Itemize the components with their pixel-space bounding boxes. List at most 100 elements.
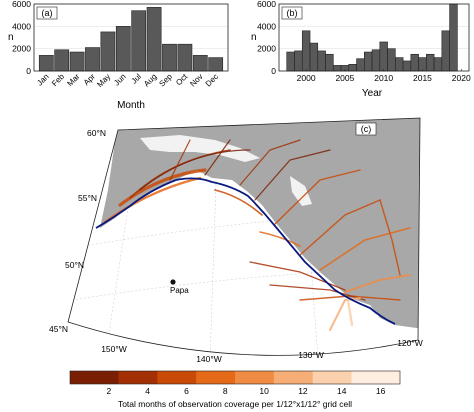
colorbar-cell [351,371,362,384]
bar [426,53,435,72]
coverage-tracks [103,139,411,331]
land-mass [100,118,420,330]
x-tick-label: Mar [65,72,81,88]
bar [332,65,342,72]
x-tick-label: Jun [112,72,127,87]
x-tick-label: Apr [82,72,97,87]
x-tick-labels: 2000 2005 2010 2015 2020 [297,69,471,83]
colorbar-cell [370,371,381,384]
coverage-track [259,231,301,247]
colorbar-cell [157,371,168,384]
colorbar-tick-label: 4 [145,386,150,396]
lon-label-130: 130°W [298,350,324,360]
bar [395,57,404,72]
papa-station: Papa [170,279,189,295]
coverage-track [346,298,354,327]
colorbar-cell [264,371,275,384]
colorbar-cell [118,371,129,384]
x-tick-label: Dec [204,72,220,88]
x-tick-label: Sep [157,72,174,89]
coverage-track [319,227,411,271]
coverage-track [204,139,231,176]
ice-field [140,135,260,162]
colorbar-tick-label: 2 [106,386,111,396]
bar [100,31,116,72]
bar [410,53,419,72]
colorbar-cell [390,371,401,384]
coverage-track [249,261,346,291]
colorbar-cell [137,371,149,384]
colorbar-cell [361,371,372,384]
ice-field-2 [290,176,312,206]
colorbar-cell [79,371,90,384]
bar [38,55,54,72]
colorbar-frame [69,370,401,385]
coverage-track [214,189,263,216]
bar [85,47,100,72]
coverage-track [299,199,381,256]
papa-station-marker [170,279,176,285]
shelf-edge-line [95,177,396,325]
coverage-track [269,284,366,301]
bar [348,64,357,72]
bar-series [286,3,458,72]
x-tick-label: 2015 [413,73,432,83]
plot-frame [33,3,229,72]
panel-label-box [281,6,303,20]
y-axis-label: n [8,32,14,43]
bar [449,3,458,72]
papa-station-label: Papa [170,286,189,295]
bar [192,55,208,72]
plot-frame [278,3,470,72]
bar [301,30,311,72]
colorbar-tick-label: 12 [298,386,308,396]
coverage-track [169,139,191,181]
coverage-track [329,297,361,331]
lon-label-120: 120°W [397,338,423,348]
y-tick-label: 2000 [257,44,276,54]
colorbar-cell [186,371,197,384]
bar [208,57,224,72]
yearly-histogram: 0 2000 4000 6000 2000 2005 2010 2015 2020 n Yea… [251,0,471,99]
bar [146,7,162,72]
bar [54,49,70,72]
panel-label: (b) [287,8,298,18]
y-tick-label: 2000 [12,44,31,54]
lat-label-50: 50°N [65,260,84,270]
x-tick-label: Oct [174,72,190,88]
x-tick-label: Feb [50,72,67,89]
colorbar-cell [332,371,343,384]
colorbar-tick-label: 16 [376,386,386,396]
lat-label-60: 60°N [87,128,106,138]
coverage-track [118,168,207,207]
bar-series [38,7,224,72]
lat-label-55: 55°N [78,193,97,203]
x-tick-label: Aug [142,72,158,88]
bar [309,42,319,72]
colorbar-cell [312,371,323,384]
bar [364,51,373,72]
x-axis-label: Year [362,88,383,99]
bar [317,50,326,72]
y-tick-labels: 0 2000 4000 6000 [257,0,276,76]
colorbar-cell [244,371,255,384]
bar [441,30,450,72]
x-tick-label: 2000 [297,73,316,83]
colorbar-cell [205,371,216,384]
y-tick-labels: 0 2000 4000 6000 [12,0,31,76]
bar [131,10,147,72]
colorbar-cell [341,371,352,384]
colorbar-label: Total months of observation coverage per… [118,399,352,409]
colorbar-cell [380,371,391,384]
colorbar-cell [167,371,178,384]
bar [286,51,295,72]
y-axis-label: n [251,32,257,43]
colorbar-cells [70,371,401,384]
colorbar-cell [99,371,110,384]
bar [402,60,412,72]
x-tick-label: 2010 [374,73,393,83]
colorbar-tick-label: 10 [259,386,269,396]
